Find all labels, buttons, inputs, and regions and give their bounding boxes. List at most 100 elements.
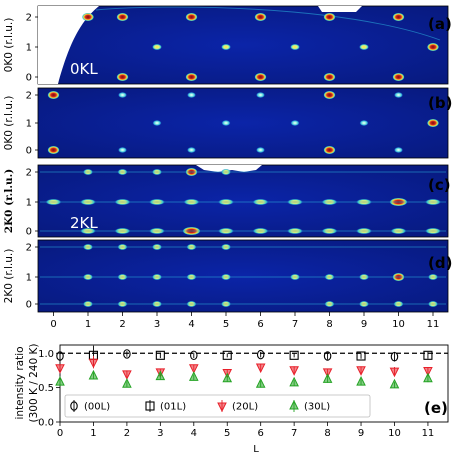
map-y-tick-label: 0: [26, 227, 32, 238]
data-point: [188, 371, 199, 381]
peak-spot: [118, 147, 127, 153]
peak-spot: [324, 300, 335, 308]
data-point: [122, 378, 132, 388]
legend-items: (00L) (01L) (20L) (30L): [70, 399, 330, 413]
data-point: [423, 372, 433, 383]
panel-a-label: (a): [428, 15, 452, 33]
peak-spot: [256, 147, 265, 153]
legend-label: (01L): [160, 402, 186, 413]
peak-spot: [356, 227, 372, 235]
peak-spot: [221, 243, 231, 251]
peak-spot: [117, 168, 128, 176]
panel-d-ylabel: 2K0 (r.l.u.): [3, 249, 15, 304]
map-y-tick-label: 1: [26, 273, 32, 284]
data-point: [155, 370, 166, 381]
panel-b: (b): [37, 87, 452, 159]
peak-spot: [290, 120, 300, 126]
peak-spot: [252, 198, 269, 206]
peak-spot: [80, 198, 96, 206]
peak-spot: [256, 92, 265, 98]
peak-spot: [390, 227, 407, 235]
peak-spot: [80, 227, 96, 235]
e-x-tick-label: 0: [57, 428, 63, 439]
e-x-tick-label: 6: [258, 428, 264, 439]
legend: (00L) (01L) (20L) (30L): [64, 394, 371, 418]
peak-spot: [392, 12, 405, 22]
panel-d-map: [37, 239, 449, 313]
map-y-tick-label: 1: [26, 198, 32, 209]
map-x-tick-label: 11: [427, 319, 440, 330]
peak-spot: [287, 227, 303, 235]
panel-b-ylabel: 0K0 (r.l.u.): [3, 96, 15, 151]
legend-label: (00L): [84, 402, 110, 413]
panel-a-overlay-label: 0KL: [70, 60, 98, 78]
peak-spot: [82, 12, 94, 22]
peak-spot: [324, 273, 335, 281]
peak-spot: [114, 198, 131, 206]
peak-spot: [83, 168, 93, 176]
map-x-tick-label: 6: [257, 319, 263, 330]
peak-spot: [185, 72, 198, 82]
data-point: [222, 372, 233, 383]
peak-spot: [45, 198, 62, 206]
peak-spot: [117, 243, 128, 251]
data-point: [188, 364, 199, 374]
data-point: [423, 350, 433, 360]
data-point: [222, 350, 232, 360]
data-point: [322, 368, 333, 378]
legend-marker: [289, 399, 299, 410]
peak-spot: [359, 300, 369, 308]
peak-spot: [221, 120, 231, 126]
peak-spot: [290, 43, 300, 51]
legend-marker: [217, 402, 227, 413]
peak-spot: [356, 198, 372, 206]
data-point: [88, 358, 99, 369]
peak-spot: [149, 198, 165, 206]
peak-spot: [221, 43, 231, 51]
legend-marker: [70, 401, 78, 411]
peak-spot: [152, 43, 162, 51]
map-y-tick-label: 1: [26, 43, 32, 54]
map-x-tick-label: 5: [223, 319, 229, 330]
panel-e-ylabel-line2: (300 K / 240 K): [28, 344, 40, 423]
e-x-tick-label: 11: [422, 428, 435, 439]
peak-spot: [114, 227, 131, 235]
peak-spot: [186, 273, 197, 281]
peak-spot: [152, 120, 162, 126]
data-point: [356, 351, 366, 361]
peak-spot: [218, 227, 234, 235]
map-x-tick-label: 0: [50, 319, 56, 330]
data-point: [255, 378, 266, 388]
map-x-tick-label: 10: [392, 319, 405, 330]
map-x-tick-label: 9: [361, 319, 367, 330]
data-point: [155, 350, 165, 360]
peak-spot: [187, 92, 196, 98]
peak-spot: [83, 243, 93, 251]
map-x-tick-label: 4: [188, 319, 194, 330]
panel-a-ring: [95, 6, 441, 41]
legend-label: (20L): [232, 402, 258, 413]
peak-spot: [254, 12, 267, 22]
e-y-tick-label: 1.0: [38, 349, 54, 360]
peak-spot: [187, 147, 196, 153]
map-y-tick-label: 2: [26, 168, 32, 179]
panel-c-overlay-label: 2KL: [70, 214, 98, 232]
data-point: [256, 349, 265, 360]
e-x-tick-label: 3: [157, 428, 163, 439]
peak-spot: [221, 273, 231, 281]
panel-a-map: [37, 5, 449, 85]
data-point: [88, 369, 99, 380]
peak-spot: [323, 90, 336, 100]
peak-spot: [359, 273, 369, 281]
map-y-axes: 0 1 2 0 1 2 0 1 2 0 1 2: [26, 13, 38, 311]
panel-b-map: [37, 87, 449, 159]
data-point: [190, 350, 198, 361]
peak-spot: [185, 12, 198, 22]
e-x-tick-label: 4: [191, 428, 197, 439]
data-point: [255, 363, 266, 374]
map-y-tick-label: 2: [26, 243, 32, 254]
peak-spot: [117, 300, 128, 308]
peak-spot: [117, 273, 128, 281]
map-y-tick-label: 0: [26, 300, 32, 311]
